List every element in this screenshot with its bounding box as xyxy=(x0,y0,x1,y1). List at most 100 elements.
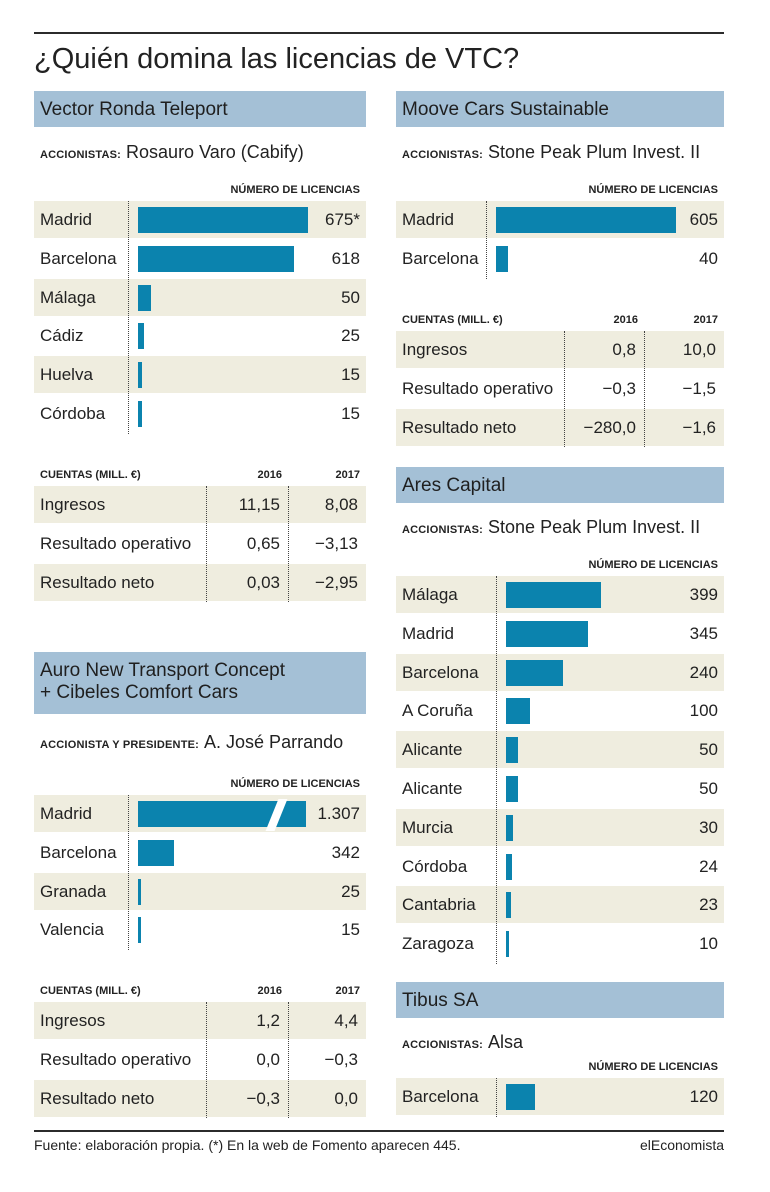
bottom-rule xyxy=(34,1130,724,1132)
licenses-column-header: NÚMERO DE LICENCIAS xyxy=(588,559,718,571)
shareholders: ACCIONISTAS: Stone Peak Plum Invest. II xyxy=(402,516,700,541)
shareholders: ACCIONISTAS: Rosauro Varo (Cabify) xyxy=(40,141,304,166)
accounts-row-label: Ingresos xyxy=(402,340,468,359)
accounts-year-2017: 2017 xyxy=(335,469,360,481)
license-divider xyxy=(128,795,129,951)
license-value: 25 xyxy=(341,881,360,901)
license-value: 30 xyxy=(699,817,718,837)
company-header: Vector Ronda Teleport xyxy=(34,91,366,127)
license-bar xyxy=(138,401,142,427)
accounts-row-label: Resultado neto xyxy=(402,417,517,437)
accounts-divider-2016 xyxy=(564,331,565,448)
license-city: Córdoba xyxy=(40,404,106,423)
license-city: Córdoba xyxy=(402,856,468,876)
license-city: Madrid xyxy=(402,210,454,229)
accounts-value-2016: 1,2 xyxy=(256,1011,280,1030)
company-name-line-1: Auro New Transport Concept xyxy=(40,660,286,681)
license-bar xyxy=(506,814,514,841)
license-bar xyxy=(138,284,151,311)
license-city: Madrid xyxy=(40,804,92,823)
license-city: Madrid xyxy=(40,210,92,229)
accounts-year-2017: 2017 xyxy=(335,985,360,997)
shareholders-label: ACCIONISTAS: xyxy=(40,149,122,161)
license-value: 618 xyxy=(331,248,360,268)
license-divider xyxy=(486,201,487,279)
license-bar xyxy=(506,620,589,647)
axis-break-mark xyxy=(265,799,288,831)
license-value: 50 xyxy=(699,740,718,760)
license-bar xyxy=(138,362,142,389)
accounts-row xyxy=(396,408,724,446)
top-rule xyxy=(34,32,724,34)
accounts-value-2017: 0,0 xyxy=(334,1088,358,1108)
license-value: 24 xyxy=(699,856,718,876)
accounts-row-label: Resultado operativo xyxy=(40,1049,192,1069)
license-city: Murcia xyxy=(402,817,454,837)
license-city: A Coruña xyxy=(402,701,473,721)
license-bar xyxy=(138,207,308,233)
accounts-row-label: Resultado neto xyxy=(40,1088,155,1108)
accounts-value-2017: 4,4 xyxy=(334,1011,358,1030)
license-bar xyxy=(496,245,508,272)
license-city: Barcelona xyxy=(40,842,117,862)
shareholders-label: ACCIONISTAS: xyxy=(402,149,484,161)
license-city: Barcelona xyxy=(402,1087,479,1106)
license-city: Barcelona xyxy=(402,248,479,268)
shareholders: ACCIONISTAS: Alsa xyxy=(402,1031,523,1056)
license-bar xyxy=(506,853,512,880)
license-city: Zaragoza xyxy=(402,934,474,954)
accounts-value-2017: −1,6 xyxy=(682,417,716,437)
license-city: Valencia xyxy=(40,920,104,940)
accounts-divider-2016 xyxy=(206,1002,207,1119)
licenses-column-header: NÚMERO DE LICENCIAS xyxy=(230,778,360,790)
accounts-row-label: Ingresos xyxy=(40,495,106,514)
license-city: Barcelona xyxy=(402,662,479,682)
accounts-label: CUENTAS (MILL. €) xyxy=(40,469,141,481)
shareholders-label: ACCIONISTAS: xyxy=(402,1039,484,1051)
shareholders: ACCIONISTAS: Stone Peak Plum Invest. II xyxy=(402,141,700,166)
license-value: 15 xyxy=(341,404,360,423)
license-bar xyxy=(496,207,676,233)
license-value: 10 xyxy=(699,934,718,954)
brand-logo: elEconomista xyxy=(639,1137,724,1153)
accounts-row xyxy=(34,563,366,601)
license-bar xyxy=(138,839,175,866)
license-row xyxy=(34,278,366,316)
license-city: Alicante xyxy=(402,779,463,798)
accounts-year-2016: 2016 xyxy=(257,469,282,481)
license-value: 25 xyxy=(341,326,360,346)
accounts-value-2016: 11,15 xyxy=(238,495,280,514)
license-row xyxy=(34,356,366,394)
accounts-year-2016: 2016 xyxy=(613,314,638,326)
shareholders-value: Stone Peak Plum Invest. II xyxy=(488,142,701,162)
accounts-label: CUENTAS (MILL. €) xyxy=(402,314,503,326)
license-value: 40 xyxy=(699,248,718,268)
license-value: 50 xyxy=(341,287,360,307)
accounts-value-2016: 0,65 xyxy=(246,533,280,553)
accounts-value-2016: 0,8 xyxy=(612,340,636,359)
company-header: Auro New Transport Concept + Cibeles Comf… xyxy=(34,652,366,714)
license-value: 15 xyxy=(341,365,360,385)
license-city: Alicante xyxy=(402,740,463,760)
license-bar xyxy=(138,323,145,350)
license-city: Málaga xyxy=(40,287,96,307)
accounts-divider-2016 xyxy=(206,486,207,603)
accounts-value-2016: 0,03 xyxy=(246,572,280,592)
license-bar xyxy=(506,582,601,608)
page-title: ¿Quién domina las licencias de VTC? xyxy=(34,43,520,75)
license-bar xyxy=(506,776,518,802)
license-row xyxy=(396,808,724,846)
accounts-value-2016: −280,0 xyxy=(583,417,636,437)
license-value: 342 xyxy=(331,842,360,862)
license-city: Cantabria xyxy=(402,895,476,915)
license-city: Barcelona xyxy=(40,248,117,268)
shareholders-label: ACCIONISTAS: xyxy=(402,524,484,536)
accounts-value-2017: −2,95 xyxy=(314,572,358,592)
licenses-column-header: NÚMERO DE LICENCIAS xyxy=(230,184,360,196)
company-header: Tibus SA xyxy=(396,982,724,1018)
license-bar xyxy=(138,245,294,272)
license-divider xyxy=(496,1078,497,1117)
license-row xyxy=(396,731,724,769)
accounts-row-label: Resultado operativo xyxy=(40,533,192,553)
company-header: Moove Cars Sustainable xyxy=(396,91,724,127)
